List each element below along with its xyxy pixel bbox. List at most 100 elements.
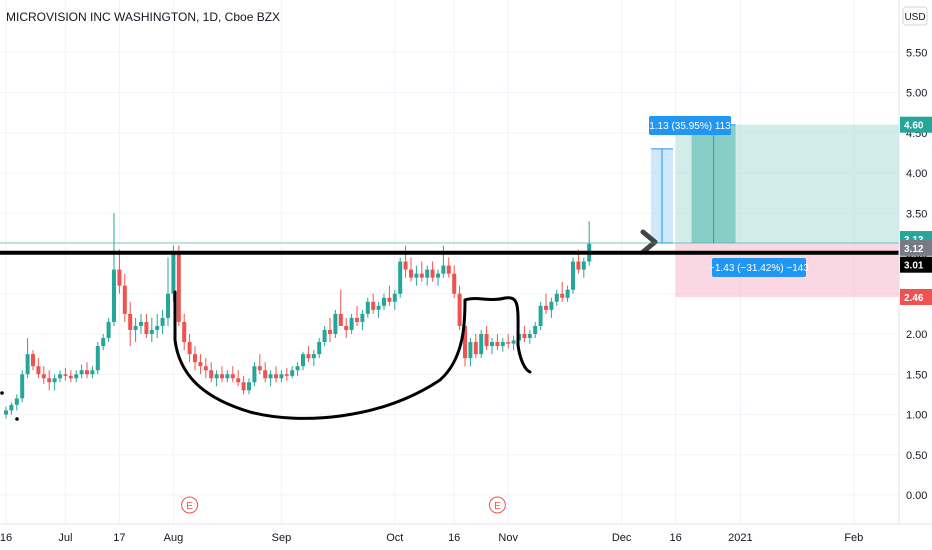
x-tick-label: 17	[113, 532, 125, 544]
candle-body	[495, 342, 500, 347]
candle-body	[522, 334, 527, 339]
earnings-label: E	[186, 501, 193, 512]
svg-text:−1.43 (−31.42%) −143: −1.43 (−31.42%) −143	[709, 263, 809, 274]
candle-body	[301, 354, 305, 367]
cup-and-handle-drawing[interactable]	[173, 229, 658, 420]
candle-body	[274, 374, 278, 379]
loss-label: −1.43 (−31.42%) −143	[709, 258, 809, 277]
x-tick-label: Sep	[272, 532, 292, 544]
candle-body	[149, 329, 154, 334]
candle-body	[160, 317, 165, 326]
candle-body	[349, 317, 354, 330]
candle-body	[446, 265, 451, 274]
candle-body	[473, 342, 478, 355]
candle-body	[538, 305, 543, 326]
candle-body	[452, 273, 457, 294]
x-tick-label: 16	[448, 532, 460, 544]
price-range-measure[interactable]	[651, 124, 736, 244]
y-tick-label: 3.50	[906, 208, 927, 220]
y-tick-label: 0.00	[906, 490, 927, 502]
price-badge-label: 3.01	[904, 261, 924, 272]
currency-button[interactable]: USD	[902, 6, 928, 26]
candle-body	[263, 370, 268, 379]
candle-body	[576, 261, 581, 270]
candle-body	[68, 375, 73, 379]
candle-body	[155, 325, 160, 330]
candle-body	[133, 325, 138, 330]
candle-body	[268, 374, 273, 379]
candle-body	[247, 382, 251, 391]
candle-body	[47, 378, 52, 383]
earnings-label: E	[494, 501, 501, 512]
handle-curve	[463, 296, 532, 374]
candle-body	[182, 321, 187, 343]
candle-body	[333, 313, 338, 334]
candle-body	[220, 374, 224, 379]
y-tick-label: 1.50	[906, 369, 927, 381]
candle-body	[79, 370, 84, 375]
candle-body	[144, 321, 149, 334]
candle-body	[187, 342, 192, 355]
candle-body	[344, 325, 349, 330]
candle-body	[95, 346, 100, 371]
price-badge-label: 4.60	[904, 121, 924, 132]
y-tick-label: 0.50	[906, 450, 927, 462]
candle-body	[365, 301, 370, 314]
candle-body	[544, 305, 548, 310]
y-tick-label: 4.00	[906, 168, 927, 180]
candle-body	[20, 374, 25, 399]
price-badge-black	[900, 256, 932, 273]
candle-body	[328, 329, 332, 334]
candle-body	[560, 293, 565, 298]
candle-body	[457, 293, 462, 326]
candle-body	[382, 297, 386, 306]
chart-title: MICROVISION INC WASHINGTON, 1D, Cboe BZX	[6, 10, 280, 24]
svg-text:1.13 (35.95%) 113: 1.13 (35.95%) 113	[649, 121, 731, 132]
candle-body	[571, 261, 575, 290]
candle-body	[284, 374, 289, 376]
candle-body	[52, 378, 57, 383]
candle-body	[252, 366, 257, 383]
candle-body	[376, 305, 381, 310]
candle-body	[279, 374, 284, 379]
price-badge-current	[900, 239, 932, 256]
time-axis[interactable]	[0, 524, 932, 550]
x-tick-label: 16	[0, 532, 12, 544]
candle-body	[241, 382, 246, 391]
x-tick-label: 16	[669, 532, 681, 544]
candle-body	[484, 334, 489, 347]
candle-body	[425, 269, 430, 278]
price-badge-stop	[900, 288, 932, 305]
svg-text:USD: USD	[904, 12, 925, 23]
candle-body	[463, 325, 467, 359]
candle-body	[436, 273, 440, 278]
x-tick-label: Jul	[58, 532, 72, 544]
candle-body	[198, 362, 203, 367]
candle-body	[171, 252, 176, 294]
x-tick-label: Oct	[386, 532, 403, 544]
candle-body	[209, 370, 214, 379]
candle-body	[387, 297, 392, 302]
earnings-marker	[181, 496, 199, 514]
candle-body	[117, 269, 122, 286]
candle-body	[565, 289, 570, 298]
candle-body	[490, 342, 494, 347]
candle-body	[306, 354, 311, 359]
candle-body	[257, 366, 262, 371]
candle-body	[360, 313, 365, 322]
candle-body	[511, 340, 516, 344]
candle-body	[392, 293, 397, 302]
candle-body	[14, 398, 19, 405]
candle-body	[581, 261, 586, 270]
candle-body	[106, 321, 111, 339]
price-badge-label: 3.12	[904, 244, 924, 255]
candle-body	[295, 366, 300, 371]
candle-body	[193, 354, 197, 363]
x-tick-label: Dec	[612, 532, 632, 544]
candle-body	[9, 404, 14, 411]
price-badge-label: 2.46	[904, 293, 924, 304]
candle-body	[527, 334, 532, 339]
candle-body	[414, 273, 419, 278]
